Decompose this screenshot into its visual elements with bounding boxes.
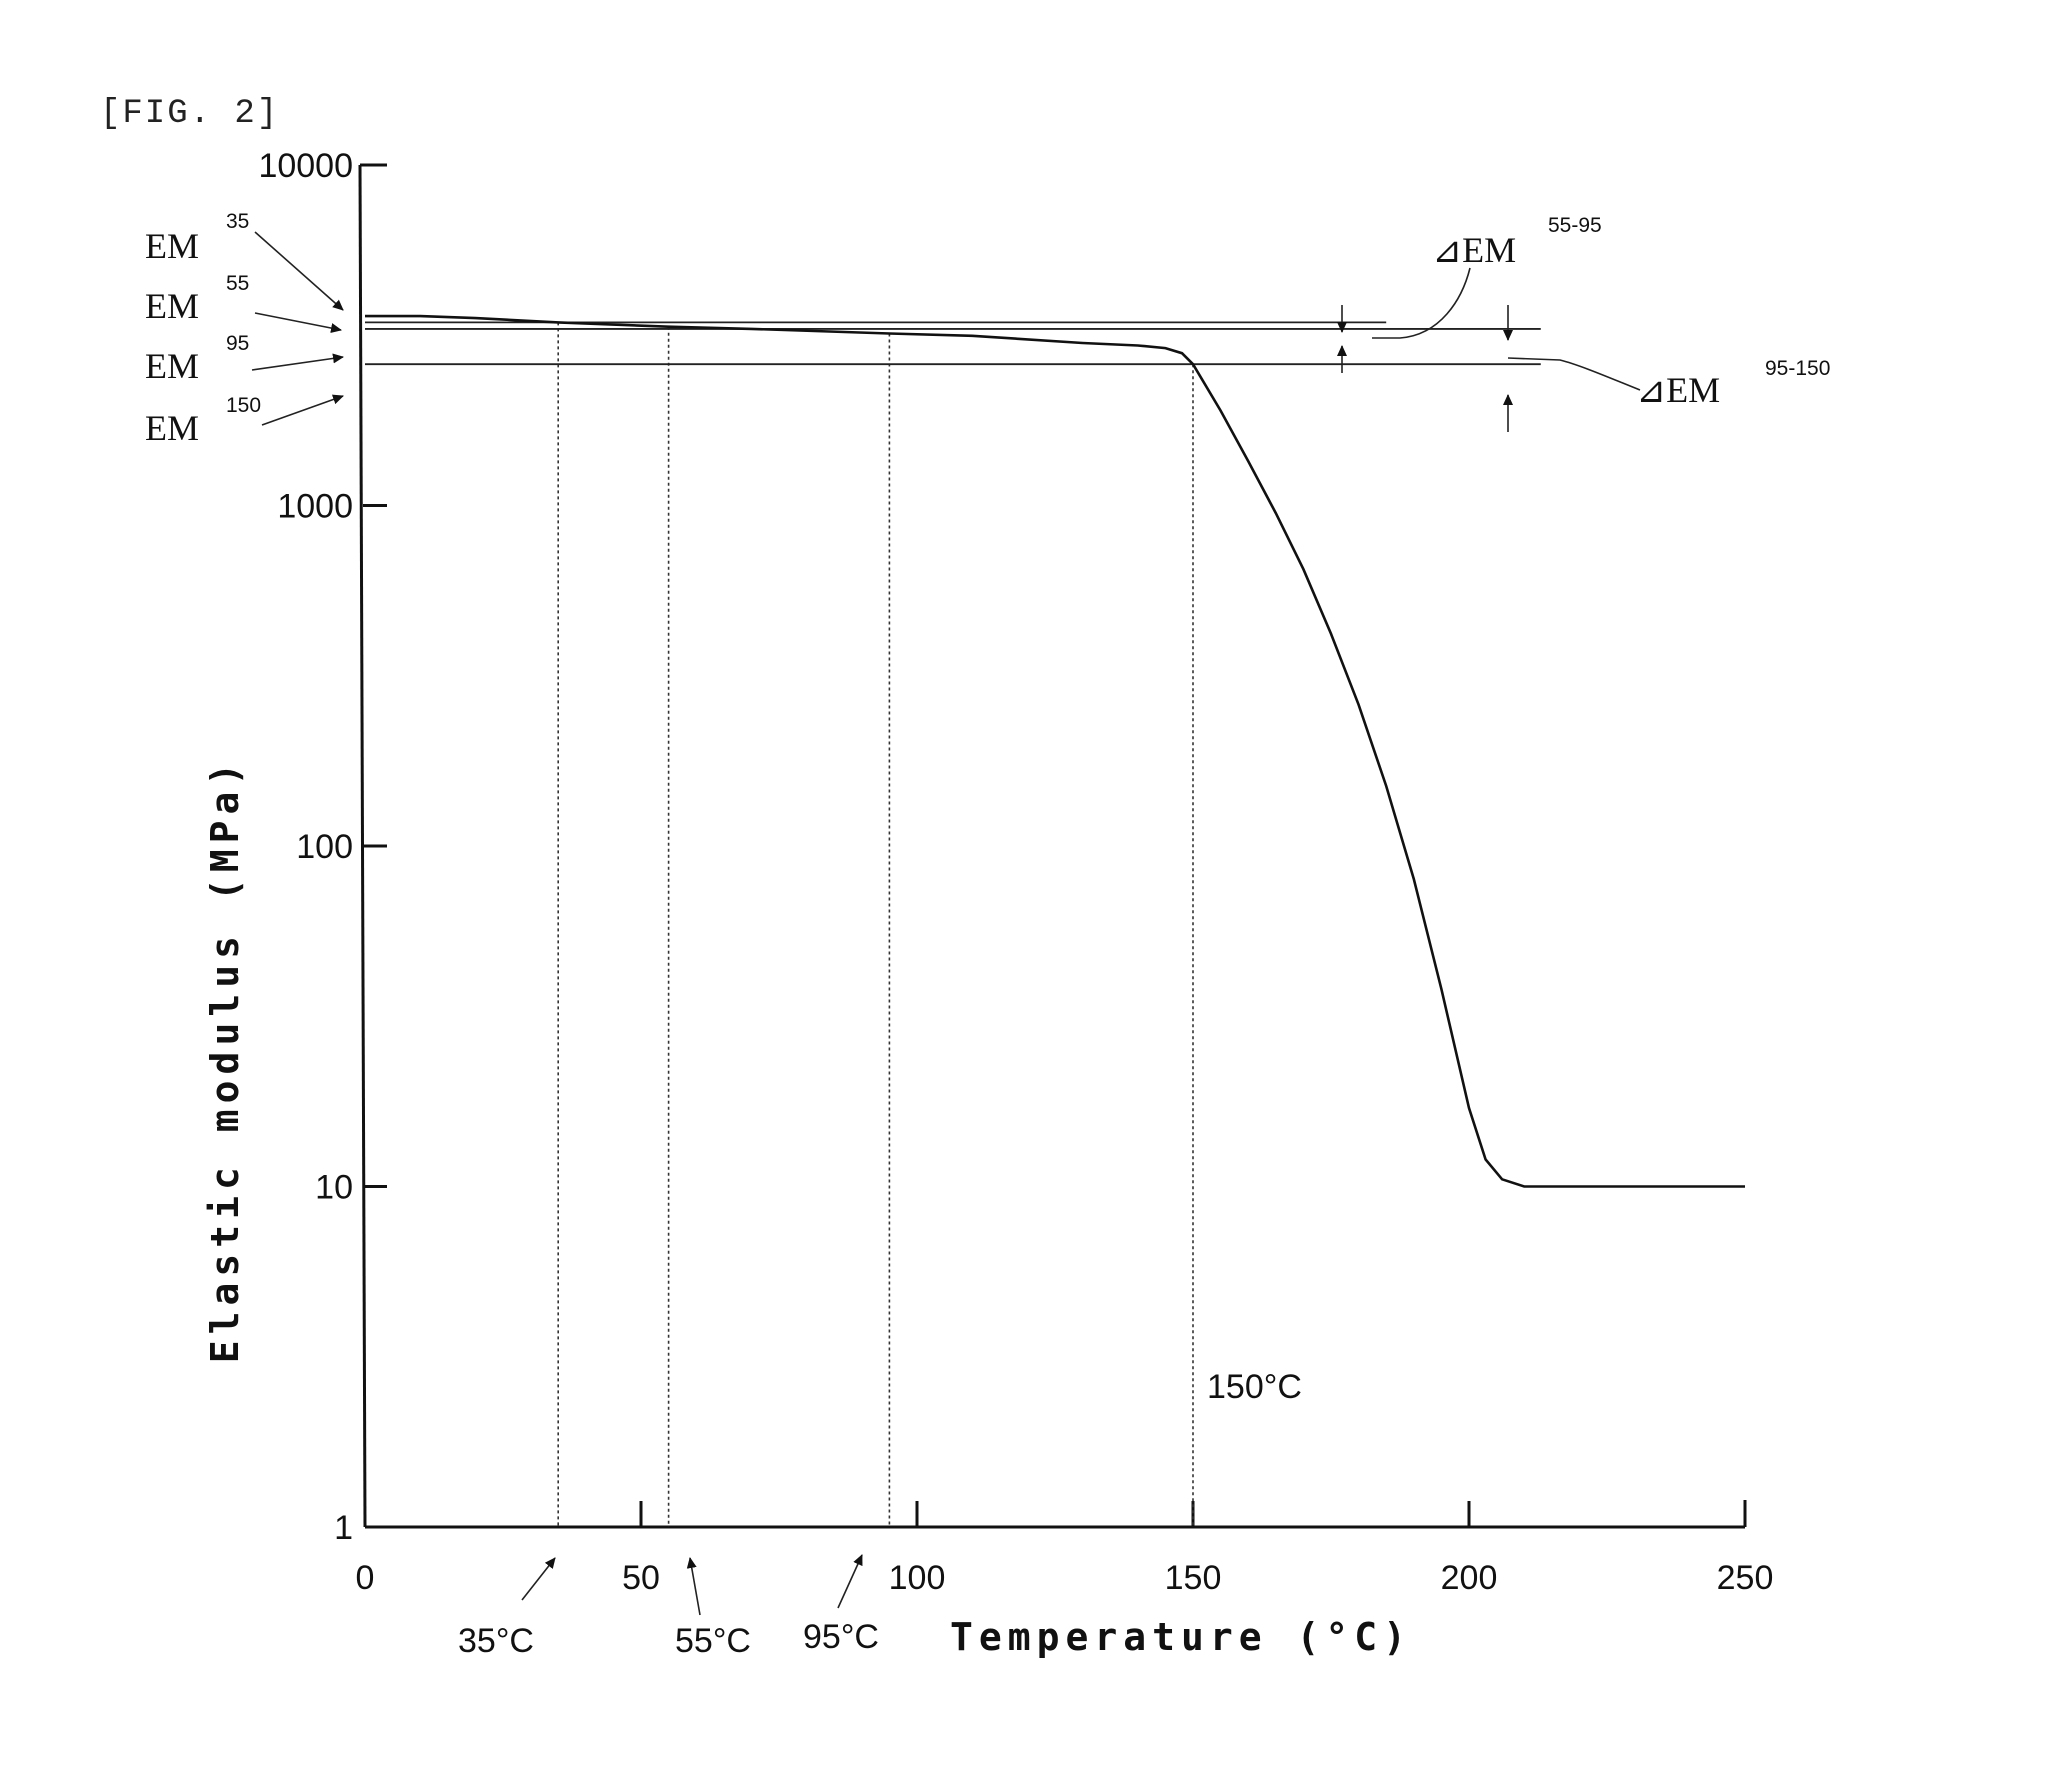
em150-arrow: [262, 396, 343, 425]
em95-arrow: [252, 357, 343, 370]
x-tick-label: 150: [1165, 1559, 1222, 1597]
svg-text:⊿EM: ⊿EM: [1432, 230, 1516, 270]
y-axis-title: Elastic modulus (MPa): [203, 757, 247, 1363]
reference-levels: [365, 322, 1541, 364]
em35-sup: 35: [226, 210, 249, 233]
annotation-em95: EM 95: [145, 332, 343, 386]
temp-label-55: 55°C: [675, 1558, 751, 1660]
em35-arrow: [255, 232, 343, 310]
x-tick-label: 200: [1441, 1559, 1498, 1597]
t95-text: 95°C: [803, 1618, 879, 1656]
temp-label-35: 35°C: [458, 1558, 555, 1660]
temp-label-95: 95°C: [803, 1555, 879, 1656]
svg-text:EM: EM: [145, 346, 199, 386]
y-tick-label: 1000: [277, 488, 353, 526]
t35-text: 35°C: [458, 1622, 534, 1660]
em35-base: EM: [145, 226, 199, 266]
annotation-delta-55-95: ⊿EM 55-95: [1342, 214, 1602, 373]
svg-text:EM: EM: [145, 286, 199, 326]
t35-arrow: [522, 1558, 555, 1600]
t55-arrow: [690, 1558, 700, 1615]
figure-label: [FIG. 2]: [100, 95, 279, 133]
x-tick-label: 250: [1717, 1559, 1774, 1597]
reference-guides: [558, 322, 1193, 1527]
em150-sup: 150: [226, 394, 261, 417]
t150-text: 150°C: [1207, 1368, 1302, 1406]
x-ticks: 0 50 100 150 200 250: [356, 1501, 1774, 1597]
em150-base: EM: [145, 408, 199, 448]
y-tick-label: 10000: [258, 147, 353, 185]
delta-55-95-sup: 55-95: [1548, 214, 1602, 237]
em95-sup: 95: [226, 332, 249, 355]
delta-95-150-sup: 95-150: [1765, 357, 1830, 380]
annotation-delta-95-150: ⊿EM 95-150: [1508, 305, 1830, 432]
annotation-em150: EM 150: [145, 394, 343, 448]
elastic-modulus-curve: [365, 316, 1745, 1186]
em55-sup: 55: [226, 272, 249, 295]
em55-arrow: [255, 313, 341, 330]
annotation-em55: EM 55: [145, 272, 341, 330]
y-tick-label: 100: [296, 828, 353, 866]
t55-text: 55°C: [675, 1622, 751, 1660]
delta-55-95-base: ⊿EM: [1432, 230, 1516, 270]
em55-base: EM: [145, 286, 199, 326]
svg-text:EM: EM: [145, 408, 199, 448]
delta-55-95-leader: [1372, 268, 1470, 338]
x-axis-title: Temperature (°C): [950, 1615, 1412, 1659]
x-tick-label: 0: [356, 1559, 375, 1597]
svg-text:⊿EM: ⊿EM: [1636, 370, 1720, 410]
em95-base: EM: [145, 346, 199, 386]
y-tick-label: 10: [315, 1169, 353, 1207]
svg-text:EM: EM: [145, 226, 199, 266]
y-ticks: 1 10 100 1000 10000: [258, 147, 387, 1547]
delta-95-150-base: ⊿EM: [1636, 370, 1720, 410]
t95-arrow: [838, 1555, 862, 1608]
delta-95-150-leader: [1508, 358, 1640, 390]
y-tick-label: 1: [334, 1509, 353, 1547]
x-tick-label: 100: [889, 1559, 946, 1597]
x-tick-label: 50: [622, 1559, 660, 1597]
